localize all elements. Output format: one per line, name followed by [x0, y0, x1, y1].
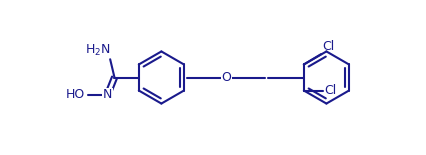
Text: N: N: [103, 88, 112, 101]
Text: O: O: [221, 71, 231, 84]
Text: Cl: Cl: [323, 84, 335, 97]
Text: HO: HO: [66, 88, 85, 101]
Text: Cl: Cl: [321, 40, 334, 53]
Text: H$_2$N: H$_2$N: [84, 43, 110, 58]
